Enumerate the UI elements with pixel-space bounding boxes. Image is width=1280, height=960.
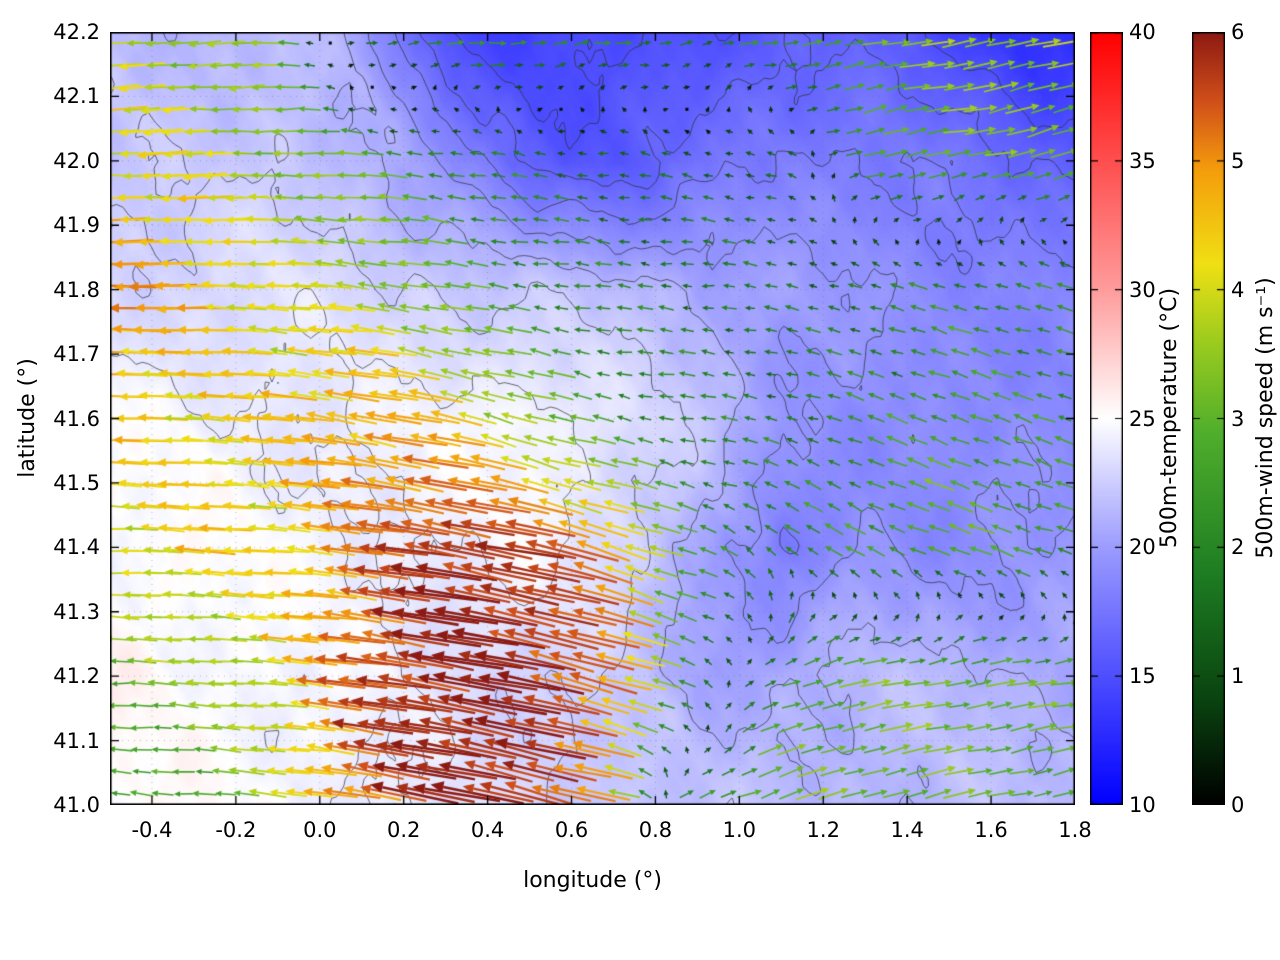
x-tick-label: -0.2	[215, 818, 257, 842]
colorbar-tick-label: 35	[1129, 148, 1156, 173]
temperature-colorbar-label: 500m-temperature (°C)	[1157, 287, 1182, 549]
y-tick-label: 42.1	[53, 84, 100, 109]
colorbar-tick-label: 25	[1129, 406, 1156, 431]
colorbar-tick-label: 6	[1231, 20, 1245, 44]
y-tick-label: 41.2	[53, 664, 100, 689]
colorbar-tick-label: 30	[1129, 277, 1156, 302]
colorbar-tick-label: 1	[1231, 664, 1245, 689]
colorbar-tick-label: 5	[1231, 148, 1245, 173]
temperature-colorbar	[1090, 32, 1123, 805]
colorbar-tick-label: 40	[1129, 20, 1156, 44]
x-tick-label: 0.0	[303, 818, 337, 842]
x-tick-label: 0.8	[638, 818, 673, 842]
colorbar-tick-label: 0	[1231, 793, 1245, 817]
x-tick-label: 1.6	[974, 818, 1008, 842]
y-tick-label: 41.5	[53, 470, 100, 495]
colorbar-tick-label: 20	[1129, 535, 1156, 560]
colorbar-tick-label: 3	[1231, 406, 1245, 431]
y-tick-label: 41.9	[53, 213, 100, 238]
x-tick-label: 0.4	[470, 818, 505, 842]
y-tick-label: 41.0	[53, 793, 100, 817]
colorbar-tick-label: 4	[1231, 277, 1245, 302]
y-tick-label: 42.0	[53, 148, 100, 173]
y-tick-label: 41.6	[53, 406, 100, 431]
y-tick-label: 41.4	[53, 535, 100, 560]
y-axis-label: latitude (°)	[15, 358, 40, 478]
wind-speed-colorbar	[1192, 32, 1225, 805]
map-plot-canvas	[110, 32, 1075, 805]
x-tick-label: 0.6	[554, 818, 589, 842]
colorbar-tick-label: 10	[1129, 793, 1156, 817]
x-axis-label: longitude (°)	[523, 868, 662, 893]
x-tick-label: 0.2	[386, 818, 421, 842]
x-tick-label: 1.2	[806, 818, 840, 842]
x-tick-label: 1.8	[1058, 818, 1092, 842]
x-tick-label: -0.4	[131, 818, 173, 842]
x-tick-label: 1.0	[722, 818, 757, 842]
y-tick-label: 41.8	[53, 277, 100, 302]
y-tick-label: 42.2	[53, 20, 100, 44]
wind-speed-colorbar-label: 500m-wind speed (m s⁻¹)	[1253, 277, 1278, 559]
x-tick-label: 1.4	[890, 818, 924, 842]
y-tick-label: 41.7	[53, 342, 100, 367]
y-tick-label: 41.1	[53, 728, 100, 753]
y-tick-label: 41.3	[53, 599, 100, 624]
colorbar-tick-label: 2	[1231, 535, 1245, 560]
colorbar-tick-label: 15	[1129, 664, 1156, 689]
